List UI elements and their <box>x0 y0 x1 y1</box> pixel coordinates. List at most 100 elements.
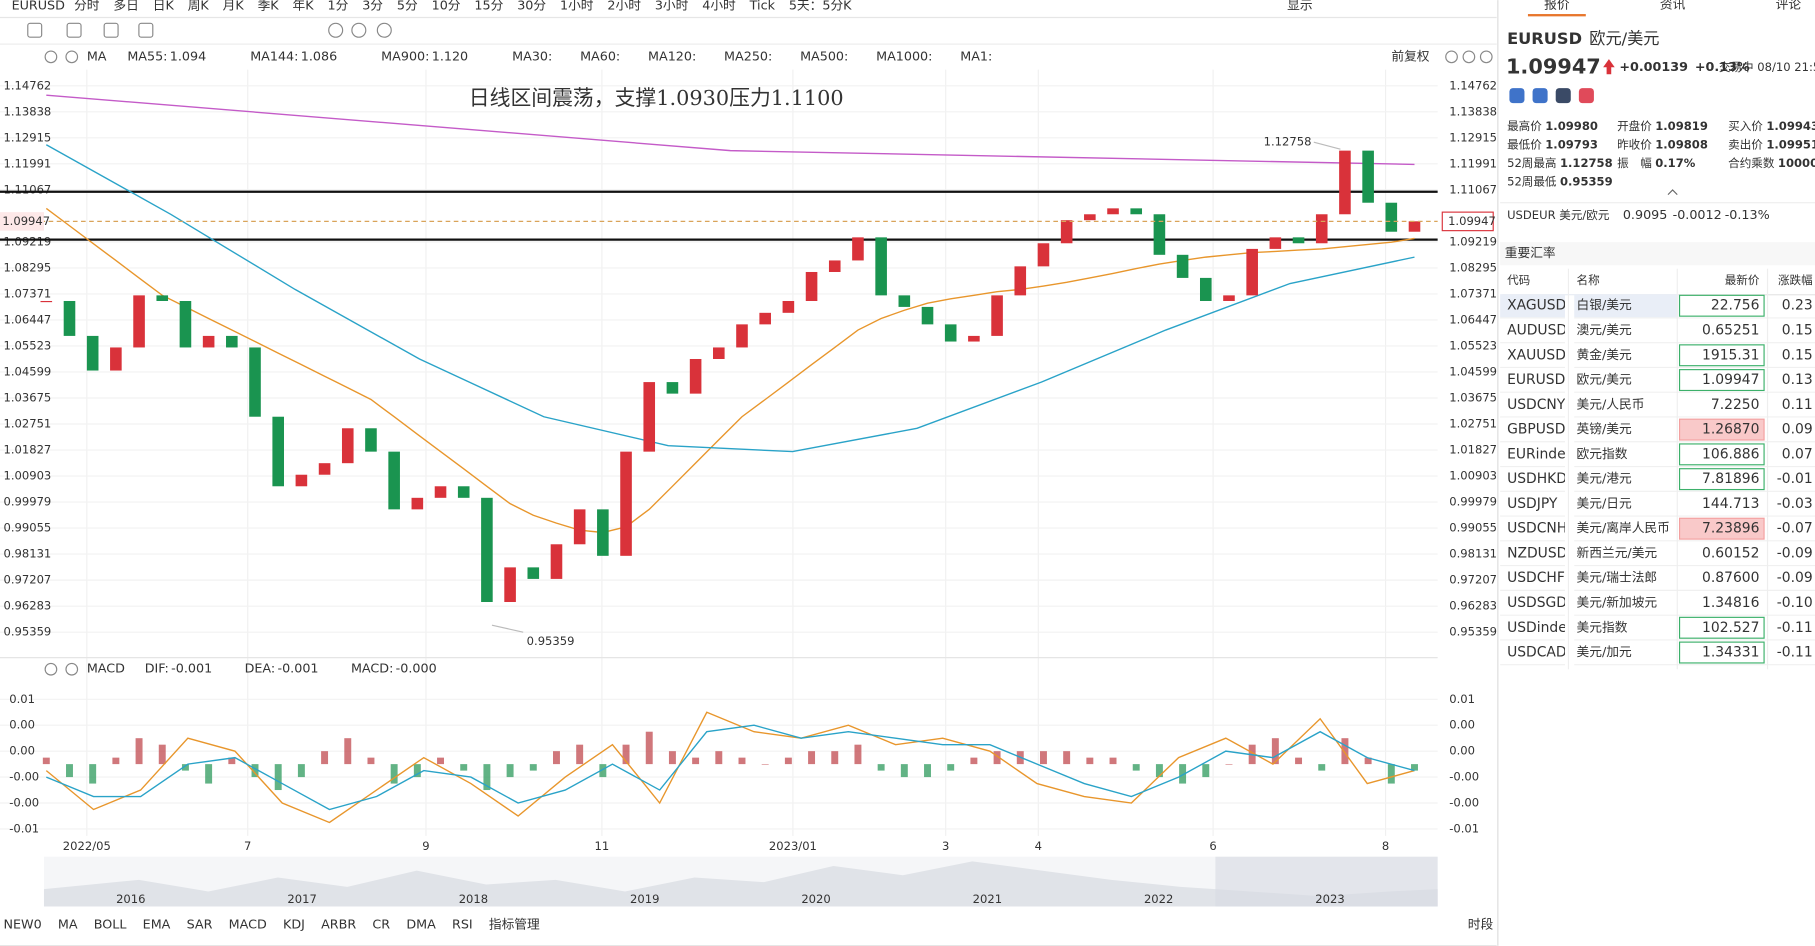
close-icon[interactable] <box>65 50 79 64</box>
panel-icons <box>1509 88 1594 104</box>
row-price: 1915.31 <box>1702 347 1759 363</box>
tool-icon[interactable] <box>328 22 344 38</box>
candle <box>736 324 748 348</box>
period-tab[interactable]: 3分 <box>362 0 383 13</box>
indicator-tab[interactable]: CR <box>372 918 390 933</box>
period-tab[interactable]: 3小时 <box>655 0 689 13</box>
period-tab[interactable]: 10分 <box>432 0 461 13</box>
row-name: 英镑/美元 <box>1577 421 1632 437</box>
tool-icon[interactable] <box>376 22 392 38</box>
period-tab[interactable]: Tick <box>749 0 776 13</box>
column-header: 代码 <box>1507 273 1530 287</box>
macd-bar <box>274 764 282 791</box>
tool-icon[interactable] <box>103 22 119 38</box>
indicator-tab[interactable]: 指标管理 <box>489 918 540 933</box>
period-tab[interactable]: 1分 <box>328 0 349 13</box>
row-code[interactable]: XAGUSD <box>1507 298 1566 314</box>
settings-icon[interactable] <box>44 662 58 676</box>
panel-icon[interactable] <box>1555 88 1571 104</box>
row-code[interactable]: EURindex <box>1507 446 1574 462</box>
tool-icon[interactable] <box>351 22 367 38</box>
y-tick-label-left: 0.95359 <box>3 625 51 639</box>
period-tab[interactable]: 日K <box>153 0 175 13</box>
period-tab[interactable]: 季K <box>258 0 280 13</box>
row-code[interactable]: NZDUSD <box>1507 545 1567 561</box>
row-name: 美元/日元 <box>1577 496 1632 511</box>
indicator-tab[interactable]: SAR <box>187 918 213 933</box>
indicator-tab[interactable]: EMA <box>143 918 171 933</box>
high-label: 1.12758 <box>1264 135 1312 149</box>
indicator-tab[interactable]: NEW0 <box>3 918 41 933</box>
zoom-icon[interactable] <box>1445 50 1458 64</box>
row-code[interactable]: XAUUSD <box>1507 347 1566 363</box>
period-tab[interactable]: 多日 <box>113 0 138 13</box>
panel-tab[interactable]: 报价 <box>1544 0 1570 12</box>
indicator-tab[interactable]: BOLL <box>94 918 128 933</box>
stat-label: 卖出价 <box>1728 137 1763 151</box>
candle <box>272 416 284 487</box>
indicator-tab[interactable]: KDJ <box>283 918 305 933</box>
row-code[interactable]: USDCNH <box>1507 521 1567 537</box>
section-bar <box>1500 242 1815 266</box>
display-menu[interactable]: 显示 <box>1287 0 1312 13</box>
macd-value: -0.001 <box>278 662 319 677</box>
overview-window[interactable] <box>1215 856 1438 907</box>
period-tab[interactable]: 周K <box>188 0 210 13</box>
macd-bar <box>251 764 259 778</box>
period-tab[interactable]: 4小时 <box>702 0 736 13</box>
panel-tab-underline <box>1527 14 1586 17</box>
tool-icon[interactable] <box>27 22 43 38</box>
row-code[interactable]: USDindex <box>1507 620 1575 636</box>
period-tab[interactable]: 5天：5分K <box>789 0 852 13</box>
panel-icon[interactable] <box>1578 88 1594 104</box>
period-tab[interactable]: 分时 <box>74 0 100 13</box>
row-code[interactable]: USDCAD <box>1507 645 1567 661</box>
row-code[interactable]: USDSGD <box>1507 595 1567 611</box>
period-tab[interactable]: 15分 <box>474 0 503 13</box>
indicator-tab[interactable]: RSI <box>452 918 473 933</box>
overview-year: 2017 <box>287 892 316 906</box>
period-tab[interactable]: 5分 <box>397 0 418 13</box>
row-code[interactable]: USDHKD <box>1507 471 1567 487</box>
session-tab[interactable]: 时段 <box>1468 918 1494 933</box>
row-price: 22.756 <box>1711 298 1760 314</box>
row-code[interactable]: USDJPY <box>1507 496 1558 512</box>
period-tab[interactable]: 30分 <box>517 0 546 13</box>
row-code[interactable]: EURUSD <box>1507 372 1565 388</box>
row-code[interactable]: USDCHF <box>1507 570 1565 586</box>
tool-icon[interactable] <box>138 22 154 38</box>
period-tab[interactable]: 年K <box>293 0 315 13</box>
settings-icon[interactable] <box>44 50 58 64</box>
indicator-tab[interactable]: ARBR <box>321 918 356 933</box>
close-icon[interactable] <box>65 662 79 676</box>
y-tick-label-left: 1.12915 <box>3 130 51 144</box>
indicator-tab[interactable]: DMA <box>406 918 436 933</box>
zoom-icon[interactable] <box>1462 50 1476 64</box>
period-tab[interactable]: 月K <box>223 0 245 13</box>
panel-icon[interactable] <box>1509 88 1525 104</box>
indicator-tab[interactable]: MA <box>58 918 78 933</box>
stat-value: 1.09943 <box>1766 119 1815 133</box>
candle <box>1014 266 1027 296</box>
overview-area <box>43 861 1438 907</box>
panel-tab[interactable]: 评论 <box>1776 0 1802 12</box>
zoom-icon[interactable] <box>1479 50 1493 64</box>
symbol: EURUSD <box>12 0 66 13</box>
candle <box>852 237 864 261</box>
period-tab[interactable]: 2小时 <box>607 0 641 13</box>
panel-tab[interactable]: 资讯 <box>1660 0 1686 12</box>
x-tick-label: 2022/05 <box>63 839 111 853</box>
period-tab[interactable]: 1小时 <box>560 0 594 13</box>
price-flash <box>1678 344 1765 367</box>
row-code[interactable]: AUDUSD <box>1507 323 1567 339</box>
row-code[interactable]: USDCNY <box>1507 397 1566 413</box>
stat-value: 1.09808 <box>1655 137 1708 151</box>
tool-icon[interactable] <box>66 22 82 38</box>
indicator-tab[interactable]: MACD <box>229 918 267 933</box>
ma-label: MA144: <box>250 49 298 64</box>
macd-bar <box>1132 764 1140 771</box>
y-tick-label: 1.07371 <box>1449 286 1497 300</box>
row-code[interactable]: GBPUSD <box>1507 422 1565 438</box>
panel-icon[interactable] <box>1532 88 1548 104</box>
